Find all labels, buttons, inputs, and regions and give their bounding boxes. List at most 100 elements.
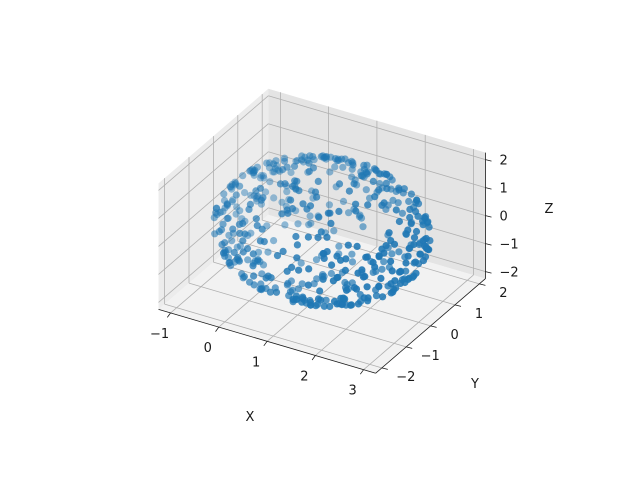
scatter-point [371, 263, 379, 271]
scatter-point [310, 280, 318, 288]
scatter-point [327, 269, 335, 278]
y-tick [479, 283, 486, 286]
scatter-point [322, 296, 330, 304]
scatter-point [307, 298, 315, 306]
x-tick [263, 341, 268, 347]
scatter-point [294, 220, 302, 228]
scatter-point [339, 294, 347, 302]
scatter-point [405, 244, 413, 252]
scatter-point [287, 196, 295, 204]
x-tick [359, 369, 364, 375]
z-tick-label: 0 [500, 210, 508, 225]
scatter-point [239, 219, 247, 228]
scatter-point [352, 207, 360, 215]
scatter-point [229, 225, 237, 233]
scatter-point [387, 257, 395, 265]
scatter-point [281, 221, 289, 229]
scatter-point [419, 257, 428, 265]
scatter-point [317, 228, 325, 236]
x-tick-label: 1 [252, 355, 260, 370]
scatter-point [295, 266, 303, 274]
scatter-point [270, 194, 278, 202]
axes [158, 152, 492, 375]
grid-line-y-floor [262, 219, 480, 285]
scatter-point [225, 231, 233, 239]
grid-lines [158, 92, 486, 371]
scatter-point [264, 248, 272, 256]
scatter-point [407, 190, 415, 198]
y-tick-label: −1 [421, 349, 440, 364]
scatter-point [245, 205, 253, 213]
scatter-point [344, 241, 352, 249]
y-tick [430, 325, 437, 328]
scatter-point [375, 253, 383, 261]
scatter-point [299, 293, 307, 301]
scatter-point [345, 209, 353, 217]
scatter-point [392, 206, 400, 214]
scatter-point [342, 255, 350, 263]
scatter-point [270, 168, 278, 176]
scatter-point [303, 205, 311, 213]
scatter-point [378, 265, 386, 273]
scatter-point [262, 188, 270, 196]
scatter-point [395, 248, 403, 256]
scatter-point [223, 200, 231, 209]
scatter-point [278, 210, 286, 218]
scatter-point [314, 177, 322, 185]
scatter-point [256, 184, 265, 192]
scatter-point [394, 199, 402, 207]
scatter-point [339, 197, 348, 205]
scatter-point [406, 205, 414, 213]
scatter-point [320, 302, 328, 310]
y-tick-label: 0 [450, 328, 458, 343]
scatter-point [305, 265, 313, 273]
scatter-point [257, 196, 265, 204]
scatter-point [326, 302, 334, 311]
scatter-point [250, 167, 258, 175]
scatter-point [280, 157, 289, 165]
scatter-point [388, 250, 396, 258]
scatter-point [224, 214, 232, 222]
scatter-point [284, 209, 292, 217]
scatter-point [228, 237, 236, 245]
y-tick-label: 2 [499, 286, 507, 301]
scatter-point [327, 219, 335, 227]
z-tick-label: 1 [500, 182, 508, 197]
scatter-point [292, 292, 300, 300]
scatter-point [312, 256, 321, 264]
scatter-point [239, 237, 247, 245]
scatter-point [364, 201, 372, 209]
scatter-point [404, 252, 412, 260]
grid-line-z-back [268, 207, 486, 272]
scatter-point [410, 234, 419, 242]
scatter-point [386, 173, 394, 181]
scatter-point [221, 246, 229, 254]
scatter-point [250, 272, 258, 280]
y-tick [381, 367, 388, 370]
scatter-point [304, 233, 312, 241]
z-tick-label: 2 [500, 154, 508, 169]
grid-line-y-floor [164, 303, 382, 369]
x-tick-label: 2 [300, 370, 308, 385]
scatter-point [354, 300, 362, 308]
scatter-point [405, 274, 413, 282]
scatter-point [259, 172, 267, 180]
scatter-point [412, 227, 421, 236]
y-tick [406, 346, 413, 349]
scatter-point [241, 189, 249, 197]
y-tick-label: −2 [396, 370, 415, 385]
x-tick-label: 0 [204, 341, 212, 356]
scatter-point [396, 279, 404, 287]
scatter-point [266, 178, 274, 186]
z-tick [485, 243, 492, 246]
scatter-point [412, 199, 420, 207]
grid-line-z-left [158, 123, 269, 219]
scatter-point [377, 274, 385, 282]
scatter-point [352, 200, 360, 208]
scatter-point [249, 262, 257, 270]
grid-line-y-floor [213, 261, 431, 327]
scatter-point [353, 242, 361, 250]
scatter-point [369, 177, 377, 185]
scatter-point [414, 212, 422, 220]
